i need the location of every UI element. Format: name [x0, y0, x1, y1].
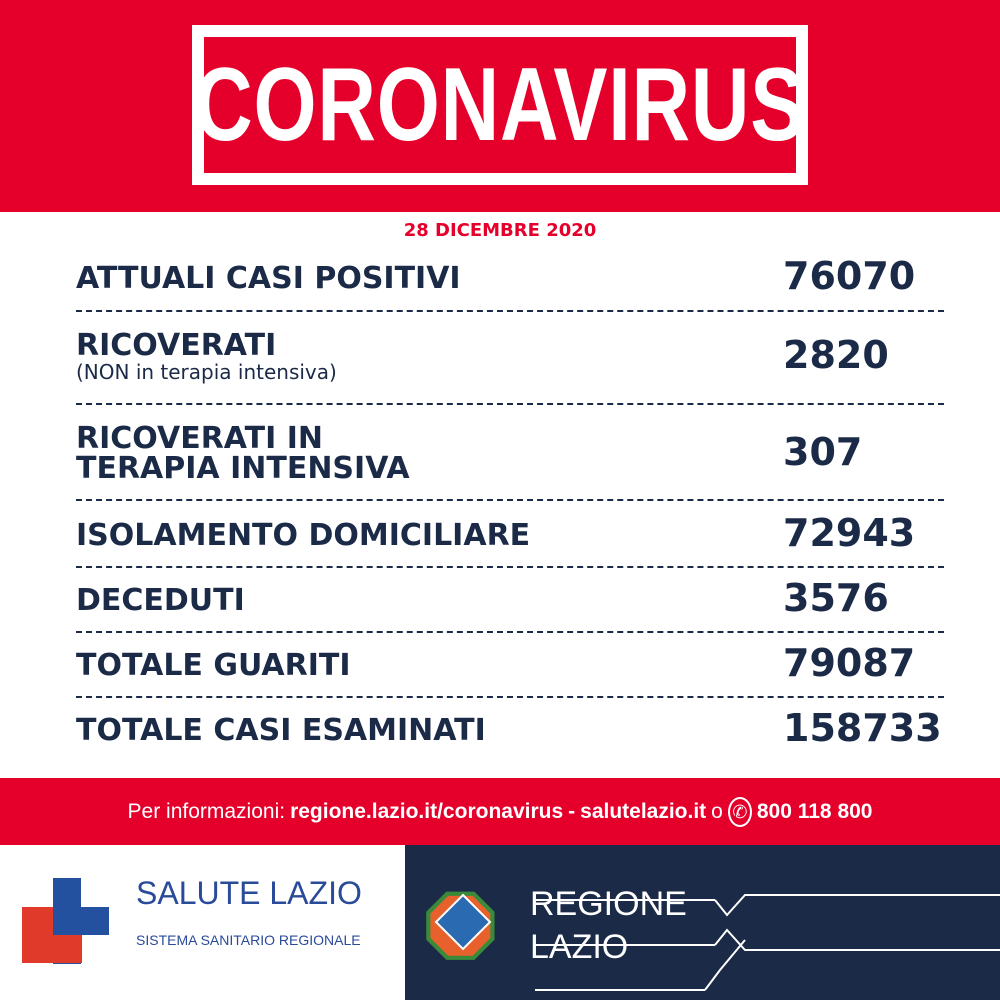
info-prefix: Per informazioni: — [127, 799, 286, 823]
stat-label: TOTALE CASI ESAMINATI — [76, 713, 486, 748]
stat-value: 72943 — [783, 511, 916, 555]
phone-number[interactable]: 800 118 800 — [756, 799, 873, 823]
regione-lazio-logo: REGIONE LAZIO — [405, 845, 1000, 1000]
salute-subtitle: SISTEMA SANITARIO REGIONALE — [136, 932, 361, 948]
salute-title: SALUTE LAZIO — [136, 875, 362, 911]
divider — [76, 566, 944, 568]
divider — [76, 310, 944, 312]
separator: - — [568, 799, 576, 823]
regione-line2: LAZIO — [530, 928, 629, 966]
link-salutelazio[interactable]: salutelazio.it — [580, 799, 707, 823]
divider — [76, 499, 944, 501]
stat-row: TOTALE CASI ESAMINATI 158733 — [76, 706, 944, 750]
link-regione[interactable]: regione.lazio.it/coronavirus — [290, 799, 564, 823]
divider — [76, 403, 944, 405]
stat-label: RICOVERATI IN — [76, 421, 324, 456]
stat-row: TOTALE GUARITI 79087 — [76, 641, 944, 685]
stat-value: 76070 — [783, 254, 916, 298]
cross-red-part — [53, 935, 81, 963]
stat-label: TOTALE GUARITI — [76, 648, 351, 683]
stat-label: RICOVERATI — [76, 328, 277, 363]
stat-row: RICOVERATI (NON in terapia intensiva) 2820 — [76, 328, 944, 384]
stat-label: DECEDUTI — [76, 583, 245, 618]
stat-row: RICOVERATI IN TERAPIA INTENSIVA 307 — [76, 424, 944, 484]
stat-value: 3576 — [783, 576, 889, 620]
stat-label: TERAPIA INTENSIVA — [76, 451, 410, 486]
header-banner: CORONAVIRUS — [0, 0, 1000, 212]
divider — [76, 631, 944, 633]
divider — [76, 696, 944, 698]
report-date: 28 DICEMBRE 2020 — [403, 220, 597, 241]
stat-row: ATTUALI CASI POSITIVI 76070 — [76, 254, 944, 298]
stat-sublabel: (NON in terapia intensiva) — [76, 360, 337, 384]
or-text: o — [711, 799, 723, 823]
regione-line1: REGIONE — [530, 885, 687, 923]
stat-value: 79087 — [783, 641, 916, 685]
stat-value: 2820 — [783, 333, 889, 377]
stat-row: DECEDUTI 3576 — [76, 576, 944, 620]
salute-lazio-logo: SALUTE LAZIO SISTEMA SANITARIO REGIONALE — [0, 845, 405, 1000]
stat-label: ATTUALI CASI POSITIVI — [76, 261, 461, 296]
phone-icon: ✆ — [727, 796, 752, 827]
title-frame: CORONAVIRUS — [192, 25, 808, 185]
info-bar: Per informazioni: regione.lazio.it/coron… — [0, 778, 1000, 845]
stat-value: 158733 — [783, 706, 942, 750]
page-title: CORONAVIRUS — [194, 47, 806, 163]
stat-value: 307 — [783, 430, 863, 474]
stat-label: ISOLAMENTO DOMICILIARE — [76, 518, 531, 553]
stat-row: ISOLAMENTO DOMICILIARE 72943 — [76, 511, 944, 555]
cross-blue-part — [53, 907, 109, 935]
regione-emblem — [426, 891, 1000, 991]
